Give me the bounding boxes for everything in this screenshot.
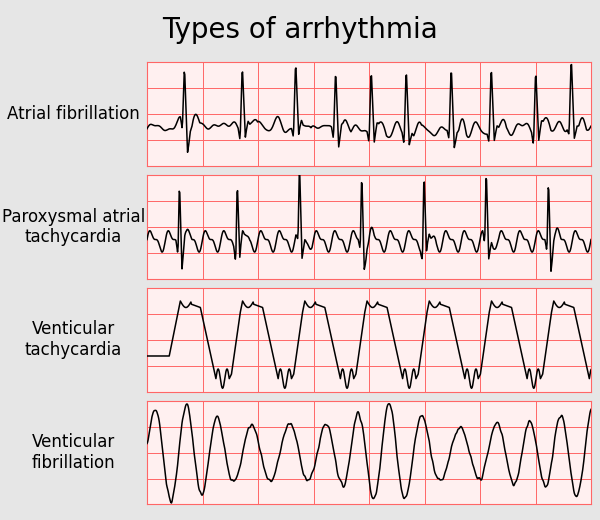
- Text: Paroxysmal atrial
tachycardia: Paroxysmal atrial tachycardia: [2, 207, 145, 246]
- Text: Venticular
fibrillation: Venticular fibrillation: [32, 433, 115, 472]
- Text: Types of arrhythmia: Types of arrhythmia: [162, 16, 438, 44]
- Text: Atrial fibrillation: Atrial fibrillation: [7, 105, 140, 123]
- Text: Venticular
tachycardia: Venticular tachycardia: [25, 320, 122, 359]
